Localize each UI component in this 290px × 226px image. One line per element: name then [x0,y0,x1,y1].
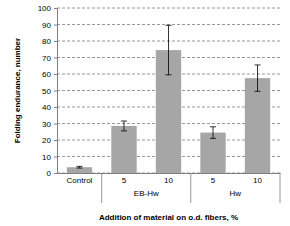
y-tick-label: 60 [42,70,51,79]
error-stem [213,127,214,139]
y-tick-label: 80 [42,37,51,46]
y-tick-label: 10 [42,153,51,162]
error-bar [121,121,127,131]
y-tick: 0 [47,169,57,178]
chart: 0 10 20 30 40 50 60 70 80 90 100 Control 5 10 5 10 EB-Hw… [0,0,290,226]
error-bar [210,127,216,139]
error-cap [210,138,216,139]
error-cap [166,74,172,75]
plot: 0 10 20 30 40 50 60 70 80 90 100 Control 5 10 5 10 EB-Hw… [38,4,281,203]
x-tick: 5 [211,173,216,185]
y-tick-mark [54,124,57,125]
group-separator [190,173,191,203]
y-tick: 50 [42,87,57,96]
y-tick-mark [54,25,57,26]
error-stem [168,25,169,74]
x-tick-label: 10 [164,176,173,185]
error-cap [166,25,172,26]
y-tick-mark [54,58,57,59]
y-tick-label: 70 [42,54,51,63]
grid-line [57,24,280,25]
x-tick-label: 10 [253,176,262,185]
y-tick-label: 90 [42,21,51,30]
group-separators [102,173,280,203]
y-tick-label: 50 [42,87,51,96]
y-tick-mark [54,8,57,9]
x-tick-label: 5 [211,176,216,185]
group-separator [280,173,281,203]
y-tick: 100 [38,4,57,13]
error-cap [121,130,127,131]
error-bar [76,166,82,168]
group-separator [101,173,102,203]
group-label: Hw [229,189,241,198]
y-tick: 80 [42,37,57,46]
error-cap [210,126,216,127]
y-tick: 10 [42,153,57,162]
error-cap [121,121,127,122]
y-tick-mark [54,173,57,174]
bar [200,133,225,173]
x-tick-label: 5 [122,176,127,185]
error-stem [257,65,258,91]
y-axis: 0 10 20 30 40 50 60 70 80 90 100 [38,4,58,178]
y-tick-mark [54,107,57,108]
error-cap [76,166,82,167]
error-cap [255,91,261,92]
bars [67,25,270,173]
y-tick-mark [54,41,57,42]
x-axis-title: Addition of material on o.d. fibers, % [99,213,238,222]
y-tick-label: 40 [42,103,51,112]
x-axis: Control 5 10 5 10 [58,173,281,185]
x-axis-line [58,173,281,174]
x-tick: Control [67,173,93,185]
y-tick: 60 [42,70,57,79]
y-axis-title: Folding endurance, number [13,38,22,143]
y-axis-line [54,9,58,174]
error-cap [255,64,261,65]
group-label: EB-Hw [134,189,159,198]
y-tick-label: 30 [42,120,51,129]
x-tick: 10 [253,173,262,185]
grid-line [57,8,280,9]
y-tick: 30 [42,120,57,129]
x-tick-label: Control [67,176,93,185]
bar [245,78,270,173]
y-tick-mark [54,74,57,75]
y-tick: 20 [42,136,57,145]
x-tick: 10 [164,173,173,185]
y-tick-mark [54,140,57,141]
x-tick: 5 [122,173,127,185]
bar [111,126,136,173]
y-tick-mark [54,91,57,92]
y-tick-label: 0 [47,169,52,178]
error-stem [123,121,124,131]
error-bar [255,65,261,91]
bar [67,167,92,173]
error-bar [166,25,172,74]
y-tick: 40 [42,103,57,112]
y-tick-label: 20 [42,136,51,145]
error-cap [76,168,82,169]
y-tick-label: 100 [38,4,52,13]
y-tick-mark [54,157,57,158]
y-tick: 90 [42,21,57,30]
group-labels: EB-Hw Hw [134,189,241,198]
y-tick: 70 [42,54,57,63]
grid [57,8,280,173]
